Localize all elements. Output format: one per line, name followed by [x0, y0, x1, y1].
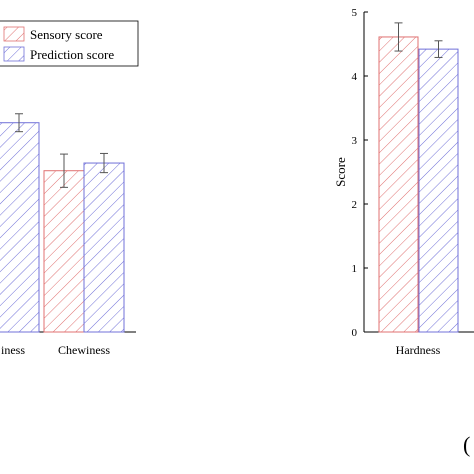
legend-swatch-prediction [3, 46, 25, 62]
panel-label-fragment: ( [463, 432, 470, 457]
right-y-tick-label-3: 3 [352, 135, 358, 147]
right-y-tick-label-5: 5 [352, 7, 358, 19]
right-y-tick-label-0: 0 [352, 327, 358, 339]
legend: Sensory score Prediction score [0, 20, 139, 67]
legend-swatch-sensory [3, 26, 25, 42]
right-y-axis-label: Score [333, 157, 348, 187]
right-y-tick-label-2: 2 [352, 199, 358, 211]
right-bar-0-1 [418, 48, 459, 333]
right-y-tick-label-4: 4 [352, 71, 358, 83]
left-category-label-0: iness [1, 343, 25, 357]
legend-label-sensory: Sensory score [30, 27, 103, 42]
right-category-label-0: Hardness [396, 343, 441, 357]
left-bar-1-0 [43, 170, 85, 333]
right-y-tick-label-1: 1 [352, 263, 358, 275]
legend-label-prediction: Prediction score [30, 47, 114, 62]
right-chart-panel: 0 1 2 3 4 5 Score Hardness [333, 7, 474, 357]
right-bar-0-0 [378, 36, 419, 333]
left-bar-0-1 [0, 122, 40, 333]
left-bar-1-1 [83, 162, 125, 333]
left-chart-panel: iness Chewiness Sensory score Prediction… [0, 20, 139, 357]
left-category-label-1: Chewiness [58, 343, 110, 357]
